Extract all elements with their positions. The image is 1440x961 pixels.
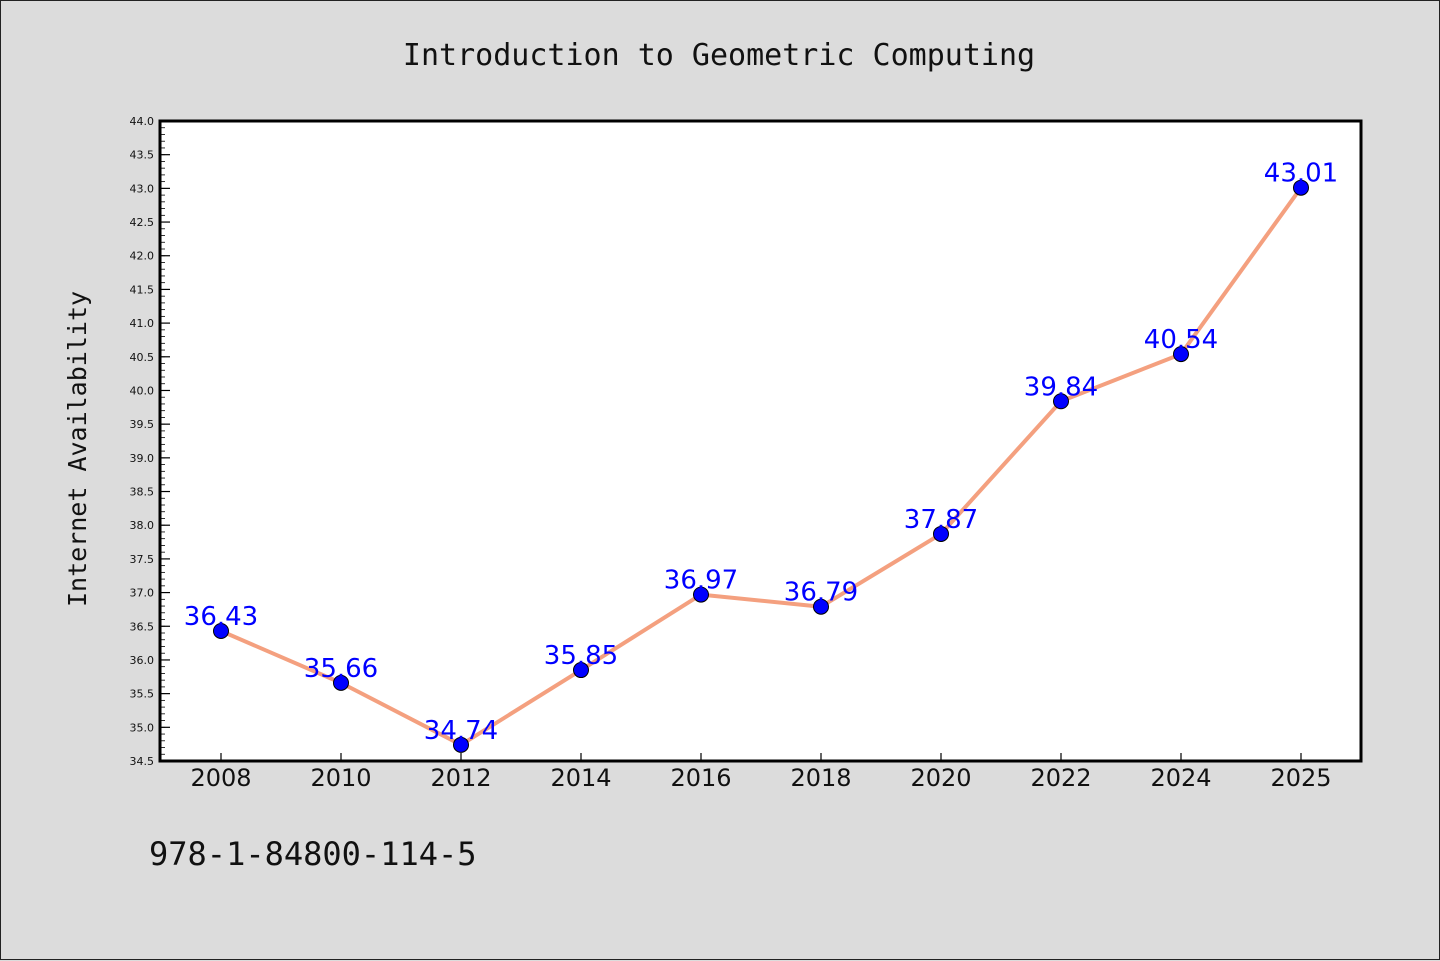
- y-tick-label: 42.5: [130, 216, 155, 229]
- y-tick-label: 36.0: [130, 654, 155, 667]
- x-tick-label: 2018: [790, 764, 851, 792]
- x-tick-label: 2010: [310, 764, 371, 792]
- data-labels: 36.43 35.66 34.74 35.85 36.97 36.79 37.87 39.84…: [184, 159, 1338, 746]
- data-label: 36.43: [184, 602, 258, 632]
- data-markers: [213, 179, 1309, 753]
- y-tick-label: 39.5: [130, 418, 155, 431]
- data-point: [933, 525, 949, 542]
- y-tick-label: 37.5: [130, 553, 155, 566]
- x-tick-label: 2022: [1030, 764, 1091, 792]
- x-tick-label: 2012: [430, 764, 491, 792]
- series-line-segment: [1059, 352, 1183, 404]
- y-tick-label: 36.5: [130, 620, 155, 633]
- series-line-layer: [219, 185, 1303, 747]
- x-tick-label: 2020: [910, 764, 971, 792]
- y-tick-label: 37.0: [130, 587, 155, 600]
- chart-title: Introduction to Geometric Computing: [403, 38, 1035, 73]
- x-tick-label: 2016: [670, 764, 731, 792]
- x-tick-label: 2014: [550, 764, 611, 792]
- data-point: [1173, 346, 1189, 363]
- x-tick-label: 2024: [1150, 764, 1211, 792]
- y-tick-label: 38.0: [130, 519, 155, 532]
- y-tick-label: 40.5: [130, 351, 155, 364]
- plot-area: [160, 121, 1361, 761]
- y-tick-label: 40.0: [130, 384, 155, 397]
- series-line-segment: [579, 592, 703, 673]
- y-tick-label: 41.5: [130, 283, 155, 296]
- series-line-segment: [1179, 185, 1303, 357]
- data-label: 35.66: [304, 654, 378, 684]
- data-label: 43.01: [1264, 159, 1338, 189]
- data-label: 40.54: [1144, 325, 1218, 355]
- y-tick-label: 43.0: [130, 182, 155, 195]
- y-tick-label: 35.5: [130, 688, 155, 701]
- series-line-segment: [819, 531, 943, 609]
- x-tick-label: 2025: [1270, 764, 1331, 792]
- series-line-segment: [939, 399, 1063, 536]
- series-line-segment: [339, 680, 463, 747]
- series-line-segment: [459, 668, 583, 747]
- y-tick-label: 38.5: [130, 486, 155, 499]
- data-point: [693, 586, 709, 603]
- data-label: 39.84: [1024, 372, 1098, 402]
- y-axis-label: Internet Availability: [63, 291, 92, 607]
- data-point: [813, 598, 829, 615]
- y-tick-label: 42.0: [130, 250, 155, 263]
- axis-ticks: 34.5 35.0 35.5 36.0 36.5 37.0 37.5 38.0 38.5 39.0…: [130, 115, 1332, 792]
- y-tick-label: 41.0: [130, 317, 155, 330]
- x-tick-label: 2008: [190, 764, 251, 792]
- y-tick-label: 39.0: [130, 452, 155, 465]
- data-point: [573, 662, 589, 679]
- data-label: 34.74: [424, 716, 498, 746]
- data-point: [1293, 179, 1309, 196]
- isbn-text: 978-1-84800-114-5: [149, 835, 477, 873]
- data-point: [213, 622, 229, 639]
- data-label: 36.79: [784, 578, 858, 608]
- y-tick-label: 35.0: [130, 721, 155, 734]
- data-point: [453, 736, 469, 753]
- y-tick-label: 34.5: [130, 755, 155, 768]
- data-label: 35.85: [544, 641, 618, 671]
- data-label: 37.87: [904, 505, 978, 535]
- y-tick-label: 44.0: [130, 115, 155, 128]
- plot-border: [158, 119, 1363, 763]
- series-line-segment: [219, 628, 343, 685]
- data-label: 36.97: [664, 566, 738, 596]
- series-line-segment: [699, 592, 823, 609]
- data-point: [1053, 393, 1069, 410]
- y-tick-label: 43.5: [130, 149, 155, 162]
- data-point: [333, 674, 349, 691]
